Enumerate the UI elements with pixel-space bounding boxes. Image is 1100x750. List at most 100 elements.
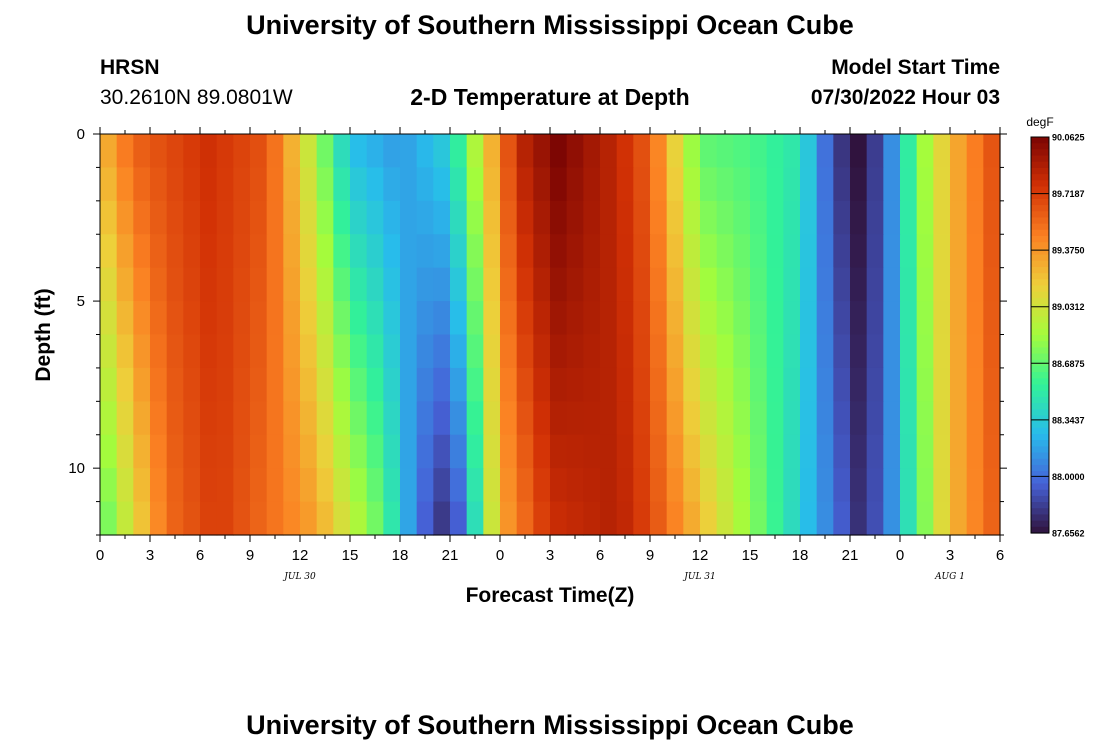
heatmap-cell <box>800 367 818 402</box>
heatmap-cell <box>483 468 501 503</box>
heatmap-cell <box>600 434 618 469</box>
heatmap-cell <box>733 434 751 469</box>
heatmap-cell <box>683 501 701 536</box>
heatmap-cell <box>700 234 718 269</box>
heatmap-cell <box>600 267 618 302</box>
heatmap-cell <box>750 267 768 302</box>
heatmap-cell <box>850 134 868 169</box>
heatmap-cell <box>566 501 584 536</box>
heatmap-cell <box>266 200 284 235</box>
heatmap-cell <box>833 267 851 302</box>
heatmap-cell <box>150 267 168 302</box>
y-tick-label: 10 <box>68 460 85 477</box>
x-tick-label: 6 <box>596 547 604 564</box>
colorbar-segment <box>1031 254 1049 262</box>
colorbar-tick-label: 88.6875 <box>1052 359 1085 369</box>
colorbar-tick-label: 90.0625 <box>1052 133 1085 143</box>
heatmap-cell <box>916 234 934 269</box>
heatmap-cell <box>250 267 268 302</box>
heatmap-cell <box>500 301 518 336</box>
heatmap-cell <box>416 167 434 202</box>
heatmap-cell <box>950 301 968 336</box>
heatmap-cell <box>400 334 418 369</box>
y-tick-label: 0 <box>77 126 85 143</box>
heatmap-cell <box>800 167 818 202</box>
heatmap-cell <box>183 167 201 202</box>
heatmap-cell <box>516 401 534 436</box>
heatmap-cell <box>500 334 518 369</box>
heatmap-cell <box>650 167 668 202</box>
heatmap-cell <box>983 200 1001 235</box>
heatmap-cell <box>300 234 318 269</box>
heatmap-cell <box>433 367 451 402</box>
heatmap-cell <box>116 234 134 269</box>
heatmap-cell <box>733 401 751 436</box>
heatmap-cell <box>583 501 601 536</box>
heatmap-cell <box>850 434 868 469</box>
x-tick-label: 3 <box>946 547 954 564</box>
heatmap-cell <box>600 200 618 235</box>
heatmap-cell <box>900 334 918 369</box>
heatmap-cell <box>616 401 634 436</box>
heatmap-cell <box>650 434 668 469</box>
y-axis-label: Depth (ft) <box>32 288 55 382</box>
x-axis-label: Forecast Time(Z) <box>465 584 635 607</box>
heatmap-cell <box>616 267 634 302</box>
heatmap-cell <box>450 200 468 235</box>
heatmap-cell <box>716 468 734 503</box>
heatmap-cell <box>400 167 418 202</box>
heatmap-cell <box>316 134 334 169</box>
heatmap-cell <box>883 367 901 402</box>
heatmap-cell <box>800 468 818 503</box>
heatmap-cell <box>383 267 401 302</box>
heatmap-cell <box>966 200 984 235</box>
heatmap-cell <box>650 334 668 369</box>
colorbar-segment <box>1031 390 1049 398</box>
colorbar-segment <box>1031 186 1049 194</box>
heatmap-cell <box>866 134 884 169</box>
heatmap-cell <box>216 234 234 269</box>
heatmap-cell <box>533 434 551 469</box>
heatmap-cell <box>216 334 234 369</box>
heatmap-cell <box>666 334 684 369</box>
colorbar-segment <box>1031 273 1049 280</box>
heatmap-cell <box>583 134 601 169</box>
heatmap-cell <box>583 267 601 302</box>
heatmap-cell <box>416 200 434 235</box>
colorbar-segment <box>1031 180 1049 188</box>
heatmap-cell <box>400 267 418 302</box>
heatmap-cell <box>766 200 784 235</box>
heatmap-cell <box>850 267 868 302</box>
heatmap-cell <box>616 301 634 336</box>
heatmap-cell <box>633 167 651 202</box>
heatmap-cell <box>683 200 701 235</box>
heatmap-cell <box>683 468 701 503</box>
heatmap-cell <box>483 267 501 302</box>
heatmap-cell <box>766 367 784 402</box>
heatmap-cell <box>333 401 351 436</box>
colorbar-segment <box>1031 297 1049 305</box>
heatmap-cell <box>233 434 251 469</box>
colorbar-segment <box>1031 242 1049 249</box>
heatmap-cell <box>116 334 134 369</box>
heatmap-cell <box>216 401 234 436</box>
heatmap-cell <box>133 501 151 536</box>
heatmap-cell <box>300 434 318 469</box>
heatmap-cell <box>833 334 851 369</box>
colorbar-segment <box>1031 291 1049 299</box>
heatmap-cell <box>183 468 201 503</box>
heatmap-cell <box>133 468 151 503</box>
heatmap-cell <box>350 501 368 536</box>
heatmap-cell <box>100 301 118 336</box>
heatmap-cell <box>433 167 451 202</box>
heatmap-cell <box>250 434 268 469</box>
heatmap-cell <box>750 167 768 202</box>
colorbar-tick-label: 88.0000 <box>1052 472 1085 482</box>
heatmap-cell <box>233 167 251 202</box>
colorbar-segment <box>1031 446 1049 454</box>
heatmap-cell <box>266 134 284 169</box>
heatmap-cell <box>183 301 201 336</box>
heatmap-cell <box>966 367 984 402</box>
heatmap-cell <box>133 134 151 169</box>
heatmap-cell <box>800 301 818 336</box>
